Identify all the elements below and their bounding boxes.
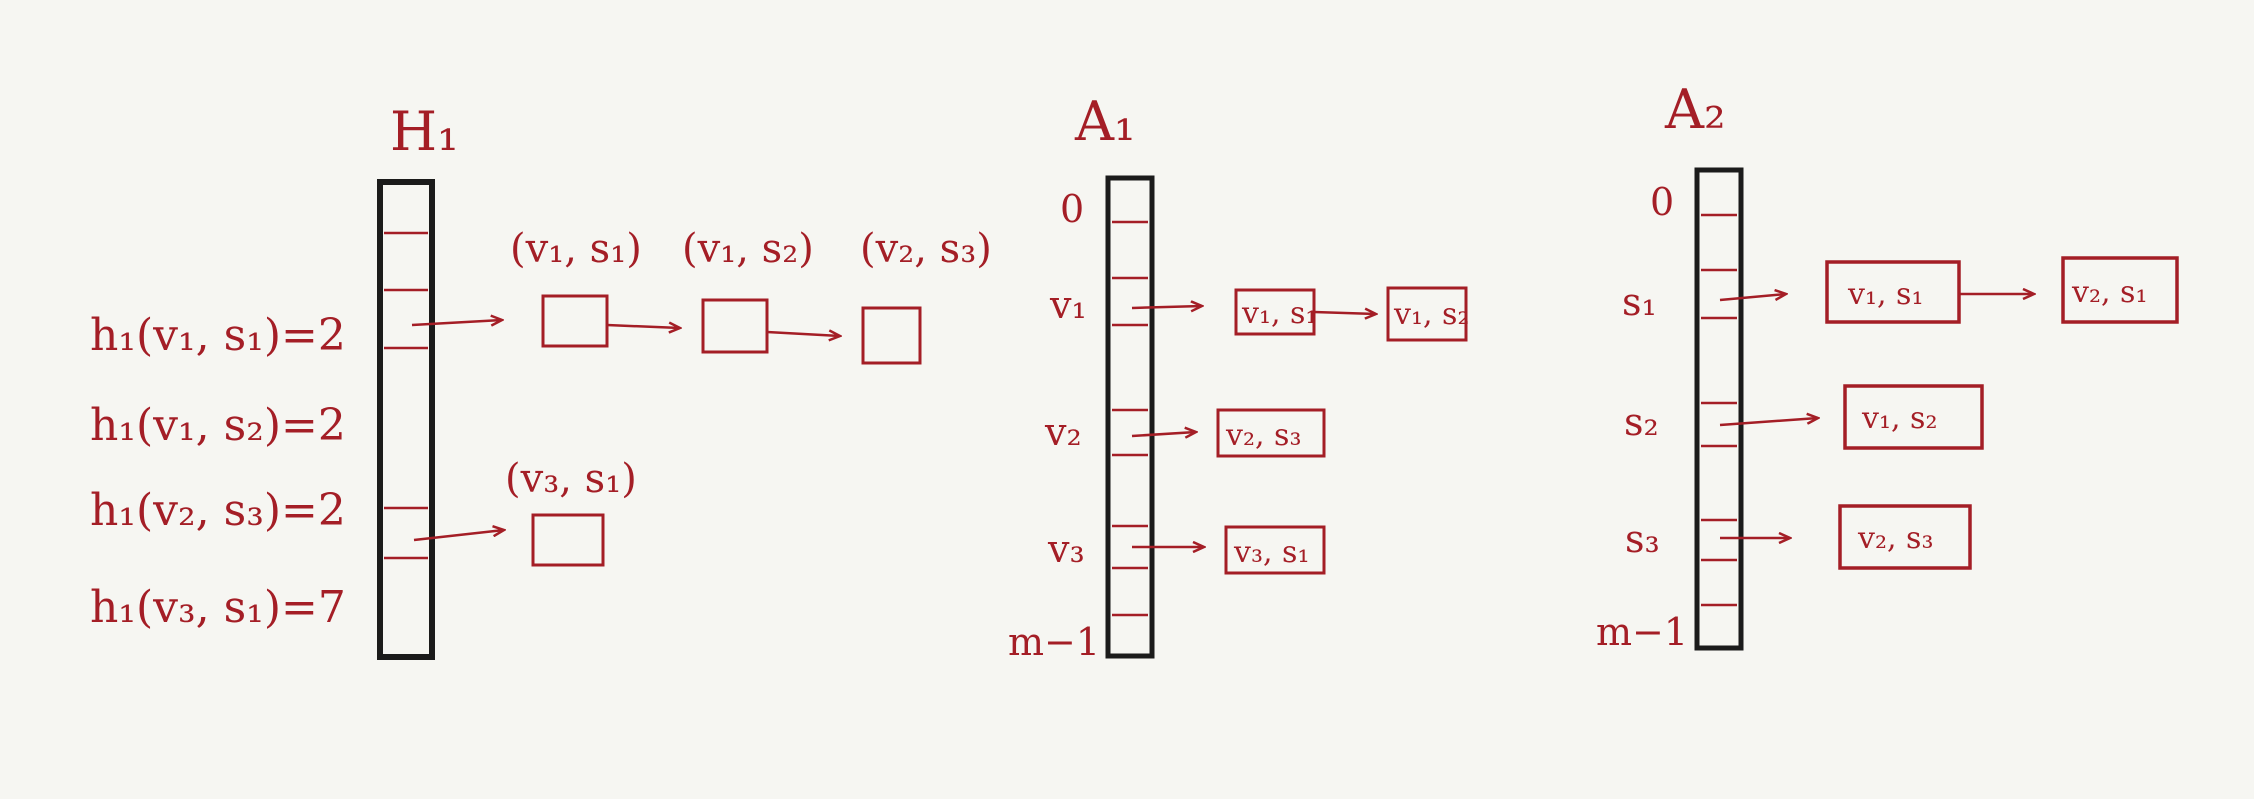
h1-array-frame (377, 179, 435, 660)
h1-node-v3s1 (531, 513, 605, 567)
h1-slot-ticks (384, 231, 428, 560)
a2-title: A₂ (1664, 78, 1726, 141)
a2-index-0: 0 (1650, 180, 1674, 224)
a2-slot-ticks (1701, 213, 1737, 607)
a2-node-v1s2: v₁, s₂ (1861, 401, 1937, 436)
a2-index-table: A₂ 0 s₁ s₂ s₃ m−1 v₁, s₁ v₂, s₁ v₁, s₂ v… (1596, 78, 2179, 654)
a2-index-s1: s₁ (1622, 280, 1657, 324)
a1-node-v2s3: v₂, s₃ (1225, 418, 1301, 453)
a2-chain-boxes (1825, 256, 2179, 570)
chain-label-v2s3: (v₂, s₃) (860, 226, 992, 272)
a1-title: A₁ (1074, 90, 1136, 153)
h1-title: H₁ (390, 100, 459, 163)
a2-array-frame (1694, 167, 1744, 651)
h1-node-v1s2 (701, 298, 769, 354)
a1-index-v3: v₃ (1047, 527, 1085, 571)
a2-index-s2: s₂ (1624, 400, 1659, 444)
a2-node-v2s3: v₂, s₃ (1857, 521, 1933, 556)
h1-arrows (411, 320, 840, 542)
a1-index-v2: v₂ (1044, 410, 1082, 454)
a1-node-v3s1: v₃, s₁ (1233, 535, 1309, 570)
a2-arrows (1719, 294, 2034, 538)
a2-node-v1s1-box (1825, 260, 1961, 324)
hash-label-1: h₁(v₁, s₁)=2 (90, 310, 346, 361)
a1-array-frame (1105, 175, 1155, 659)
a1-node-v1s1: v₁, s₁ (1241, 296, 1317, 331)
a1-node-v3s1-box (1224, 525, 1326, 575)
a2-node-v2s1: v₂, s₁ (2071, 275, 2147, 310)
a1-index-table: A₁ 0 v₁ v₂ v₃ m−1 v₁, s₁ v₁, s₂ v₂, s₃ v… (1008, 90, 1469, 664)
a1-node-v1s2-box (1386, 286, 1468, 342)
a2-index-s3: s₃ (1625, 517, 1660, 561)
chain-label-v1s1: (v₁, s₁) (510, 226, 642, 272)
a2-node-v1s2-box (1843, 384, 1984, 450)
a1-index-v1: v₁ (1049, 283, 1087, 327)
a1-slot-ticks (1112, 220, 1148, 617)
hash-label-3: h₁(v₂, s₃)=2 (90, 485, 346, 536)
a1-arrows (1131, 306, 1376, 547)
chain-label-v1s2: (v₁, s₂) (682, 226, 814, 272)
a1-node-v2s3-box (1216, 408, 1326, 458)
hash-label-2: h₁(v₁, s₂)=2 (90, 400, 346, 451)
a1-index-0: 0 (1060, 187, 1084, 231)
a2-node-v2s1-box (2061, 256, 2179, 324)
h1-hash-table: H₁ h₁(v₁, s₁)=2 h₁(v₁, s₂)=2 h₁(v₂, s₃)=… (90, 100, 992, 660)
h1-node-v2s3 (861, 306, 922, 365)
a1-node-v1s2: v₁, s₂ (1393, 297, 1469, 332)
a1-index-m-1: m−1 (1008, 620, 1100, 664)
a2-node-v2s3-box (1838, 504, 1972, 570)
h1-chain-boxes (531, 294, 922, 567)
chain-label-v3s1: (v₃, s₁) (505, 456, 637, 502)
a2-node-v1s1: v₁, s₁ (1847, 277, 1923, 312)
a2-index-m-1: m−1 (1596, 610, 1688, 654)
h1-node-v1s1 (541, 294, 609, 348)
hash-label-4: h₁(v₃, s₁)=7 (90, 582, 346, 633)
